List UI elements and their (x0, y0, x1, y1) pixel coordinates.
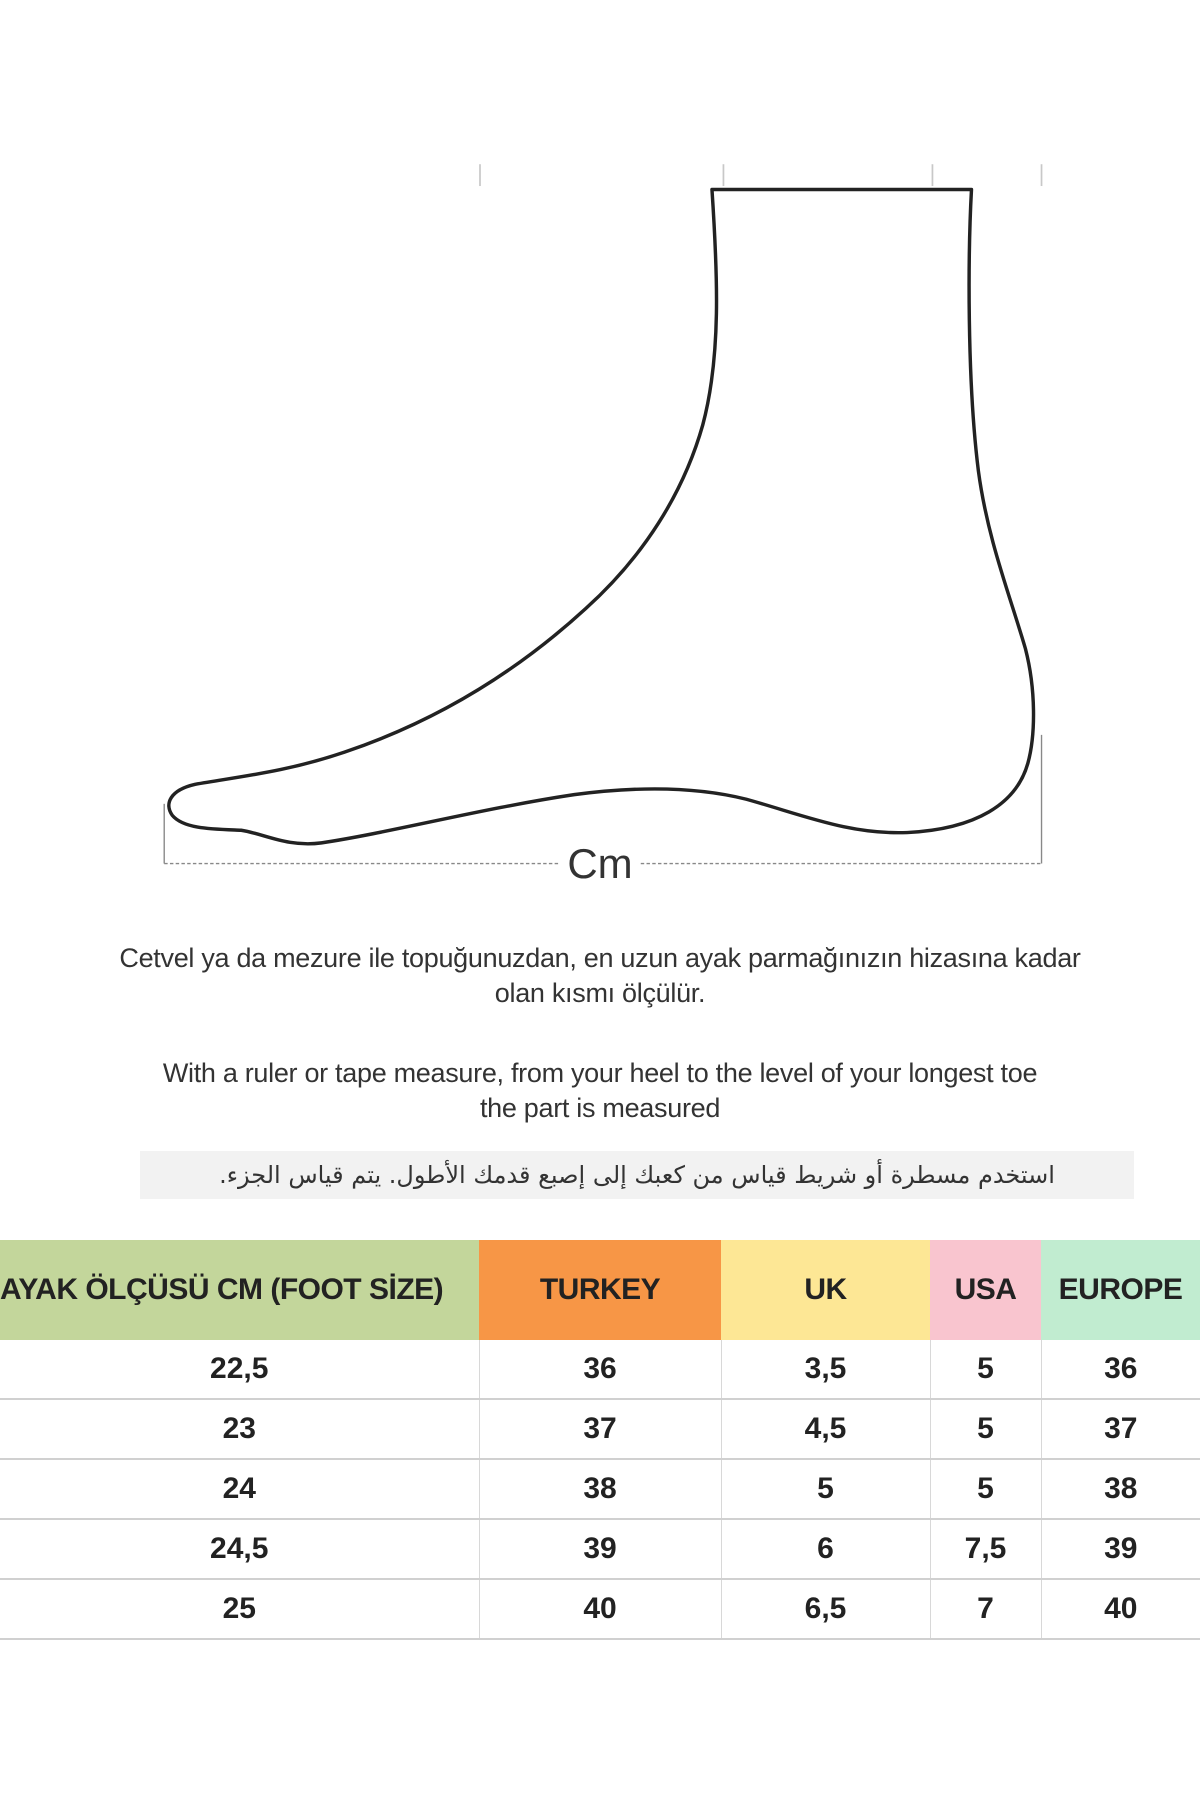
table-header-row: AYAK ÖLÇÜSÜ CM (FOOT SİZE) TURKEY UK USA… (0, 1240, 1200, 1340)
cell-europe: 39 (1041, 1519, 1200, 1580)
cell-turkey: 38 (479, 1459, 722, 1520)
column-guide-ticks (479, 164, 1043, 187)
cell-uk: 5 (721, 1459, 931, 1520)
table-row: 24,5 39 6 7,5 39 (0, 1519, 1200, 1580)
cell-europe: 36 (1041, 1340, 1200, 1400)
cell-uk: 3,5 (721, 1340, 931, 1400)
cell-usa: 5 (930, 1459, 1042, 1520)
english-instruction-line2: the part is measured (479, 1093, 721, 1123)
cell-usa: 7 (930, 1579, 1042, 1640)
table-row: 24 38 5 5 38 (0, 1459, 1200, 1520)
header-foot-size: AYAK ÖLÇÜSÜ CM (FOOT SİZE) (0, 1240, 479, 1340)
header-turkey: TURKEY (479, 1240, 721, 1340)
cell-turkey: 39 (479, 1519, 722, 1580)
cell-uk: 4,5 (721, 1399, 931, 1460)
table-row: 22,5 36 3,5 5 36 (0, 1340, 1200, 1400)
turkish-instruction-line1: Cetvel ya da mezure ile topuğunuzdan, en… (119, 943, 1081, 973)
cell-foot-size: 23 (0, 1399, 480, 1460)
arabic-instruction: استخدم مسطرة أو شريط قياس من كعبك إلى إص… (140, 1151, 1134, 1199)
cell-turkey: 37 (479, 1399, 722, 1460)
cell-turkey: 36 (479, 1340, 722, 1400)
foot-outline (167, 187, 1036, 846)
cell-foot-size: 24 (0, 1459, 480, 1520)
cell-usa: 7,5 (930, 1519, 1042, 1580)
cell-europe: 37 (1041, 1399, 1200, 1460)
cell-foot-size: 22,5 (0, 1340, 480, 1400)
cell-uk: 6 (721, 1519, 931, 1580)
header-uk: UK (721, 1240, 930, 1340)
cell-uk: 6,5 (721, 1579, 931, 1640)
header-europe: EUROPE (1041, 1240, 1200, 1340)
cell-usa: 5 (930, 1399, 1042, 1460)
english-instruction-line1: With a ruler or tape measure, from your … (162, 1058, 1038, 1088)
cell-foot-size: 24,5 (0, 1519, 480, 1580)
cell-europe: 40 (1041, 1579, 1200, 1640)
cell-europe: 38 (1041, 1459, 1200, 1520)
table-row: 23 37 4,5 5 37 (0, 1399, 1200, 1460)
turkish-instruction-line2: olan kısmı ölçülür. (494, 978, 706, 1008)
table-row: 25 40 6,5 7 40 (0, 1579, 1200, 1640)
cell-usa: 5 (930, 1340, 1042, 1400)
size-chart-table: AYAK ÖLÇÜSÜ CM (FOOT SİZE) TURKEY UK USA… (0, 1240, 1200, 1640)
cell-foot-size: 25 (0, 1579, 480, 1640)
cell-turkey: 40 (479, 1579, 722, 1640)
cm-label: Cm (560, 840, 640, 888)
header-usa: USA (930, 1240, 1041, 1340)
